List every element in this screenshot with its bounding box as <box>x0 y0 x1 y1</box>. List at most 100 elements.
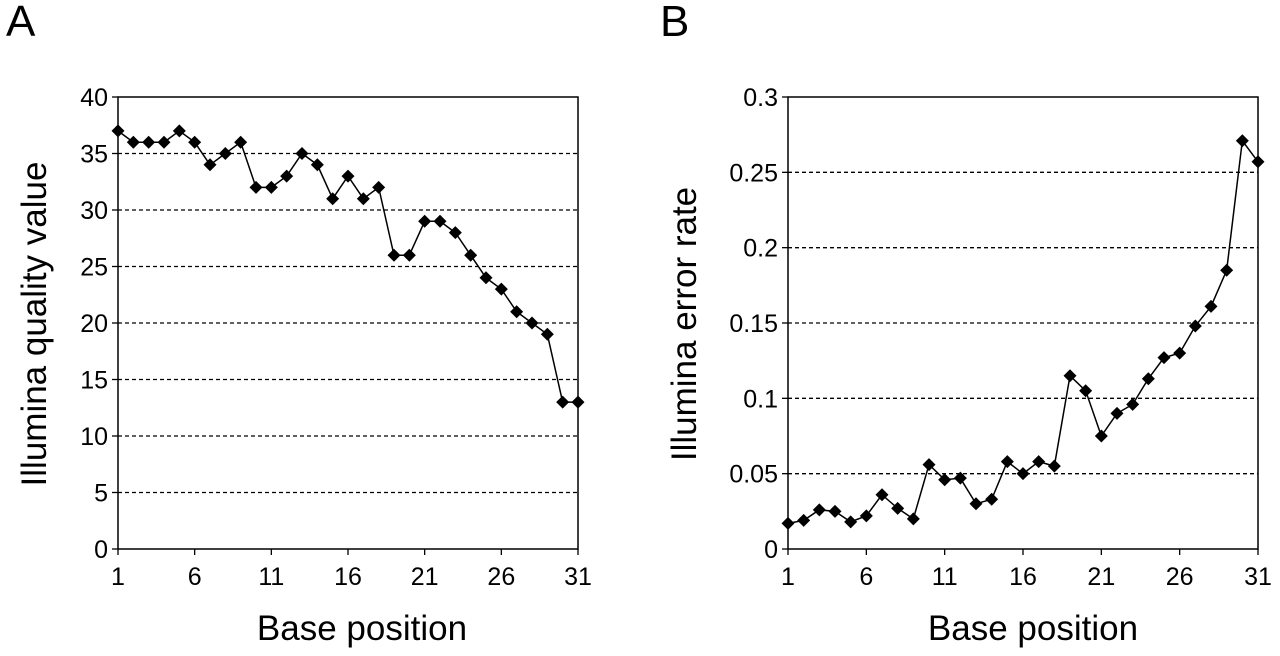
chart-a-xtick-label: 6 <box>188 563 202 591</box>
chart-b-ytick-label: 0.15 <box>729 310 778 338</box>
chart-a-xtick-label: 1 <box>111 563 125 591</box>
chart-b-point <box>781 516 795 530</box>
chart-b-xtick-label: 6 <box>859 563 873 591</box>
chart-b-point <box>812 503 826 517</box>
chart-b-ytick-label: 0 <box>764 536 778 564</box>
chart-b-xtick-label: 31 <box>1244 563 1272 591</box>
chart-a-ytick-label: 10 <box>80 423 108 451</box>
chart-a-point <box>310 158 324 172</box>
chart-a-point <box>126 135 140 149</box>
chart-a-point <box>172 124 186 138</box>
chart-a-point <box>372 180 386 194</box>
chart-b-point <box>1079 384 1093 398</box>
chart-b-point <box>1251 155 1265 169</box>
chart-a-point <box>356 192 370 206</box>
chart-b-xlabel: Base position <box>928 609 1138 648</box>
chart-a-ytick-label: 20 <box>80 310 108 338</box>
chart-a-point <box>571 395 585 409</box>
chart-a-point <box>203 158 217 172</box>
chart-b-point <box>953 471 967 485</box>
chart-panel-a: A Illumina quality value Base position 0… <box>6 0 592 648</box>
chart-b-xtick-label: 26 <box>1166 563 1194 591</box>
chart-b-ytick-label: 0.1 <box>743 385 778 413</box>
chart-a-ytick-label: 0 <box>94 536 108 564</box>
chart-a-ytick-label: 25 <box>80 254 108 282</box>
chart-b-point <box>859 509 873 523</box>
chart-b-point <box>891 501 905 515</box>
chart-a-point <box>188 135 202 149</box>
chart-b-series-line <box>787 138 1259 525</box>
chart-a-ytick-label: 35 <box>80 141 108 169</box>
chart-a-point <box>280 169 294 183</box>
chart-b-point <box>1220 263 1234 277</box>
chart-a-ytick-label: 40 <box>80 84 108 112</box>
chart-b-ytick-label: 0.2 <box>743 235 778 263</box>
chart-a-xtick-label: 26 <box>487 563 515 591</box>
chart-a-point <box>111 124 125 138</box>
chart-b-ytick-label: 0.3 <box>743 84 778 112</box>
chart-b-point <box>1235 134 1249 148</box>
chart-a-point <box>234 135 248 149</box>
chart-a-point <box>525 316 539 330</box>
chart-a-plot-frame <box>117 96 579 550</box>
chart-b-point <box>1204 299 1218 313</box>
chart-a-ytick-label: 5 <box>94 480 108 508</box>
chart-b-ytick-label: 0.25 <box>729 159 778 187</box>
chart-b-point <box>844 515 858 529</box>
chart-b-point <box>1141 372 1155 386</box>
chart-b-point <box>1157 351 1171 365</box>
chart-a-point <box>218 147 232 160</box>
chart-a-xtick-label: 31 <box>564 563 592 591</box>
chart-a-point <box>418 214 432 228</box>
chart-a-point <box>249 180 263 194</box>
chart-b-xtick-label: 11 <box>932 563 958 591</box>
chart-b-point <box>1110 406 1124 420</box>
chart-a-xtick-label: 21 <box>411 563 439 591</box>
chart-b-point <box>1016 467 1030 481</box>
chart-a-xtick-label: 16 <box>334 563 362 591</box>
chart-b-xtick-label: 1 <box>781 563 795 591</box>
chart-a-ytick-label: 30 <box>80 197 108 225</box>
chart-b-point <box>1188 319 1202 333</box>
chart-a-point <box>433 214 447 228</box>
chart-b-point <box>828 504 842 518</box>
chart-b-ytick-label: 0.05 <box>729 461 778 489</box>
chart-b-point <box>875 488 889 502</box>
chart-b-point <box>1173 346 1187 360</box>
chart-a-point <box>387 248 401 262</box>
chart-b-svg: Illumina error rate Base position 0 0.05 0… <box>665 84 1272 648</box>
chart-b-point <box>938 473 952 487</box>
chart-a-point <box>479 271 493 285</box>
chart-b-ylabel: Illumina error rate <box>665 187 704 461</box>
chart-b-point <box>1094 429 1108 443</box>
chart-b-point <box>906 512 920 526</box>
chart-a-point <box>264 180 278 194</box>
chart-b-point <box>1032 455 1046 469</box>
chart-a-point <box>510 305 524 319</box>
chart-b-point <box>1063 369 1077 383</box>
chart-a-ytick-label: 15 <box>80 367 108 395</box>
chart-a-point <box>556 395 570 409</box>
panel-label-b: B <box>660 0 690 46</box>
chart-a-point <box>157 135 171 149</box>
panel-label-a: A <box>6 0 36 46</box>
chart-a-point <box>326 192 340 206</box>
chart-b-xtick-label: 16 <box>1009 563 1037 591</box>
chart-a-ylabel: Illumina quality value <box>15 162 54 487</box>
chart-b-point <box>1000 455 1014 469</box>
chart-b-point <box>797 513 811 527</box>
chart-a-point <box>341 169 355 183</box>
chart-a-point <box>494 282 508 296</box>
chart-a-xlabel: Base position <box>257 609 467 648</box>
chart-b-point <box>1126 397 1140 411</box>
chart-panel-b: B Illumina error rate Base position 0 0.0… <box>640 0 1280 656</box>
chart-a-point <box>142 135 156 149</box>
chart-b-xtick-label: 21 <box>1087 563 1115 591</box>
chart-a-point <box>540 327 554 341</box>
chart-a-point <box>464 248 478 262</box>
chart-b-point <box>922 458 936 472</box>
chart-b-point <box>969 497 983 511</box>
chart-b-point <box>985 492 999 506</box>
chart-b-point <box>1047 459 1061 473</box>
chart-a-point <box>448 226 462 240</box>
